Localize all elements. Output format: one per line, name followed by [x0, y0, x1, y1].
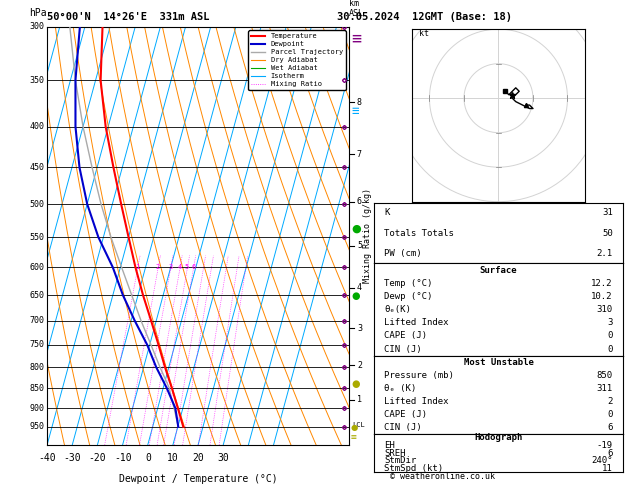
- Text: Mixing Ratio (g/kg): Mixing Ratio (g/kg): [364, 188, 372, 283]
- Text: Temp (°C): Temp (°C): [384, 278, 433, 288]
- Text: 3: 3: [168, 264, 172, 270]
- Text: 4: 4: [177, 264, 182, 270]
- Text: 750: 750: [29, 340, 44, 349]
- Text: Surface: Surface: [480, 265, 517, 275]
- Text: Lifted Index: Lifted Index: [384, 397, 448, 406]
- Text: -30: -30: [64, 453, 81, 463]
- Text: 0: 0: [608, 410, 613, 419]
- Text: LCL: LCL: [352, 422, 365, 428]
- Text: -19: -19: [597, 441, 613, 450]
- Text: 550: 550: [29, 233, 44, 242]
- Text: 4: 4: [357, 283, 362, 292]
- Text: 2: 2: [608, 397, 613, 406]
- Text: 6: 6: [191, 264, 195, 270]
- Text: 10: 10: [167, 453, 179, 463]
- Text: 5: 5: [357, 242, 362, 250]
- Text: 6: 6: [608, 449, 613, 458]
- Text: Dewp (°C): Dewp (°C): [384, 292, 433, 301]
- Text: 800: 800: [29, 363, 44, 372]
- Text: 7: 7: [357, 150, 362, 158]
- Text: © weatheronline.co.uk: © weatheronline.co.uk: [390, 472, 495, 481]
- Text: 900: 900: [29, 403, 44, 413]
- Text: kt: kt: [419, 29, 429, 38]
- Text: 10.2: 10.2: [591, 292, 613, 301]
- Text: Most Unstable: Most Unstable: [464, 358, 533, 367]
- Text: K: K: [384, 208, 389, 217]
- Text: 3: 3: [608, 318, 613, 327]
- Text: SREH: SREH: [384, 449, 406, 458]
- Text: 0: 0: [608, 345, 613, 354]
- Text: PW (cm): PW (cm): [384, 249, 422, 258]
- Text: StmSpd (kt): StmSpd (kt): [384, 464, 443, 473]
- Text: 950: 950: [29, 422, 44, 432]
- Text: -10: -10: [114, 453, 131, 463]
- Text: 1: 1: [135, 264, 140, 270]
- Text: ≡: ≡: [351, 30, 361, 48]
- Text: θₑ(K): θₑ(K): [384, 305, 411, 314]
- Legend: Temperature, Dewpoint, Parcel Trajectory, Dry Adiabat, Wet Adiabat, Isotherm, Mi: Temperature, Dewpoint, Parcel Trajectory…: [248, 30, 345, 90]
- Text: km
ASL: km ASL: [349, 0, 364, 18]
- Text: 20: 20: [192, 453, 204, 463]
- Text: 50°00'N  14°26'E  331m ASL: 50°00'N 14°26'E 331m ASL: [47, 12, 209, 22]
- Text: 0: 0: [608, 331, 613, 341]
- Text: θₑ (K): θₑ (K): [384, 384, 416, 393]
- Text: EH: EH: [384, 441, 395, 450]
- Text: 850: 850: [597, 371, 613, 380]
- Text: CIN (J): CIN (J): [384, 423, 422, 432]
- Text: 30.05.2024  12GMT (Base: 18): 30.05.2024 12GMT (Base: 18): [337, 12, 511, 22]
- Text: Dewpoint / Temperature (°C): Dewpoint / Temperature (°C): [119, 474, 277, 484]
- Text: ●: ●: [351, 292, 360, 301]
- Text: CIN (J): CIN (J): [384, 345, 422, 354]
- Text: 31: 31: [602, 208, 613, 217]
- Text: 0: 0: [145, 453, 151, 463]
- Text: 6: 6: [357, 197, 362, 207]
- Text: ●: ●: [351, 224, 361, 233]
- Text: 12.2: 12.2: [591, 278, 613, 288]
- Text: 350: 350: [29, 76, 44, 85]
- Text: 300: 300: [29, 22, 44, 31]
- Text: 311: 311: [597, 384, 613, 393]
- Text: 3: 3: [357, 324, 362, 333]
- Text: CAPE (J): CAPE (J): [384, 331, 427, 341]
- Text: 400: 400: [29, 122, 44, 131]
- Text: 11: 11: [602, 464, 613, 473]
- Text: Hodograph: Hodograph: [474, 434, 523, 442]
- Text: 2: 2: [155, 264, 160, 270]
- Text: 850: 850: [29, 384, 44, 393]
- Text: StmDir: StmDir: [384, 456, 416, 466]
- Text: 50: 50: [602, 228, 613, 238]
- Text: ≡: ≡: [351, 105, 359, 118]
- Text: 6: 6: [608, 423, 613, 432]
- Text: -40: -40: [38, 453, 56, 463]
- Text: 700: 700: [29, 316, 44, 325]
- Text: ●: ●: [351, 379, 360, 389]
- Text: ≡: ≡: [351, 433, 357, 442]
- Text: Lifted Index: Lifted Index: [384, 318, 448, 327]
- Text: 2: 2: [357, 361, 362, 369]
- Text: 8: 8: [357, 98, 362, 107]
- Text: 600: 600: [29, 263, 44, 272]
- Text: 450: 450: [29, 163, 44, 172]
- Text: 500: 500: [29, 200, 44, 208]
- Text: CAPE (J): CAPE (J): [384, 410, 427, 419]
- Text: 240°: 240°: [591, 456, 613, 466]
- Text: hPa: hPa: [29, 8, 47, 18]
- Text: 1: 1: [357, 395, 362, 404]
- Text: 30: 30: [218, 453, 229, 463]
- Text: 310: 310: [597, 305, 613, 314]
- Text: 2.1: 2.1: [597, 249, 613, 258]
- Text: 650: 650: [29, 291, 44, 300]
- Text: -20: -20: [89, 453, 106, 463]
- Text: Pressure (mb): Pressure (mb): [384, 371, 454, 380]
- Text: 5: 5: [185, 264, 189, 270]
- Text: Totals Totals: Totals Totals: [384, 228, 454, 238]
- Text: ●: ●: [351, 423, 359, 432]
